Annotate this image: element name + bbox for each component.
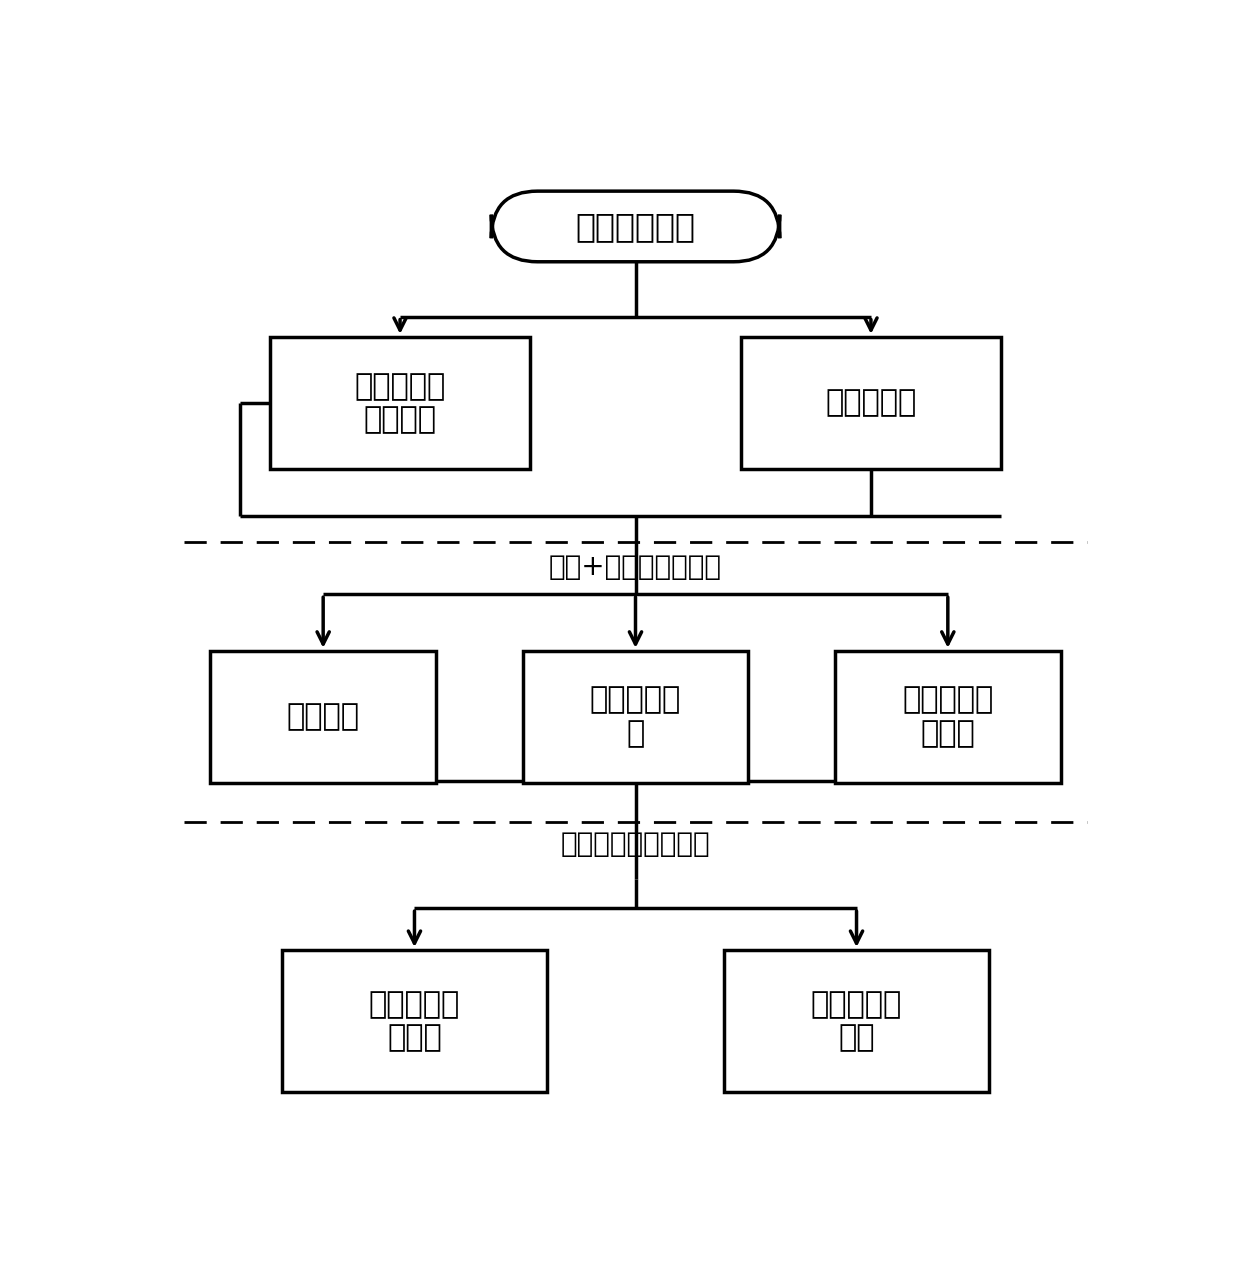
Text: 仿射变换参
数: 仿射变换参 数 [590,685,681,748]
Bar [211,651,436,784]
Text: 去云遥感时
序影像: 去云遥感时 序影像 [368,990,460,1052]
Bar [283,950,547,1092]
Text: 差别鲁棒主成分分析: 差别鲁棒主成分分析 [560,831,711,859]
Text: 超像素级云
及阴影: 超像素级云 及阴影 [903,685,993,748]
Text: 按列存储的
时序影像: 按列存储的 时序影像 [355,372,445,434]
Text: 低秩+结构性稀疏分解: 低秩+结构性稀疏分解 [549,553,722,581]
Bar [742,336,1001,469]
Text: 遥感影像序列: 遥感影像序列 [575,210,696,243]
FancyBboxPatch shape [491,191,780,261]
Bar [522,651,749,784]
Bar [270,336,529,469]
Bar [724,950,988,1092]
Text: 低秩背景: 低秩背景 [286,702,360,731]
Bar [835,651,1060,784]
Text: 超像素分割: 超像素分割 [826,389,916,418]
Text: 像素级云及
阴影: 像素级云及 阴影 [811,990,903,1052]
